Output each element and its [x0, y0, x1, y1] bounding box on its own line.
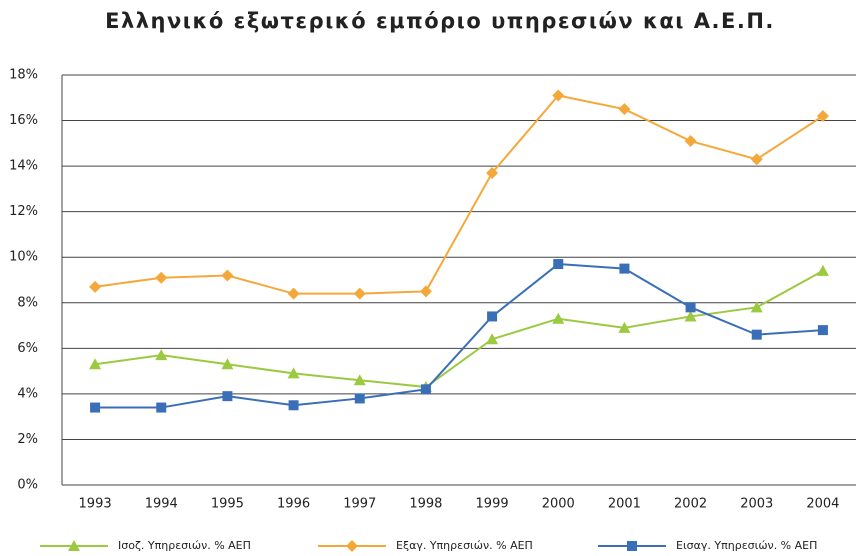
x-tick-label: 1993	[79, 497, 112, 512]
point	[684, 135, 697, 148]
point	[419, 285, 432, 298]
x-tick-label: 1996	[277, 497, 310, 512]
x-tick-label: 2001	[608, 497, 641, 512]
point	[89, 280, 102, 293]
x-tick-label: 1994	[145, 497, 178, 512]
point	[618, 321, 631, 333]
series-line	[94, 270, 824, 389]
point	[156, 402, 167, 413]
point	[221, 269, 234, 282]
y-tick-label: 2%	[17, 432, 38, 447]
x-tick-label: 1999	[476, 497, 509, 512]
point	[222, 391, 233, 402]
point	[354, 393, 365, 404]
point	[353, 374, 366, 386]
point	[553, 259, 564, 270]
point	[221, 358, 234, 370]
legend-label: Εξαγ. Υπηρεσιών. % ΑΕΠ	[396, 539, 533, 552]
x-tick-label: 1995	[211, 497, 244, 512]
point	[685, 302, 696, 313]
point	[287, 367, 300, 379]
series-line	[94, 94, 824, 295]
point	[287, 287, 300, 300]
x-tick-label: 2004	[806, 497, 839, 512]
point	[487, 311, 498, 322]
point	[486, 166, 499, 179]
point	[288, 400, 299, 411]
y-tick-label: 16%	[9, 113, 38, 128]
point	[420, 384, 431, 395]
point	[90, 402, 101, 413]
point	[68, 540, 80, 551]
legend-label: Ισοζ. Υπηρεσιών. % ΑΕΠ	[118, 539, 251, 552]
y-tick-label: 18%	[9, 68, 38, 83]
y-tick-label: 12%	[9, 204, 38, 219]
point	[816, 264, 829, 276]
point	[627, 541, 637, 551]
point	[618, 103, 631, 116]
point	[353, 287, 366, 300]
point	[89, 358, 102, 370]
chart-title: Ελληνικό εξωτερικό εμπόριο υπηρεσιών και…	[105, 9, 775, 33]
y-tick-label: 0%	[17, 478, 38, 493]
x-tick-label: 2002	[674, 497, 707, 512]
y-tick-label: 6%	[17, 341, 38, 356]
point	[750, 153, 763, 166]
point	[486, 333, 499, 345]
point	[155, 271, 168, 284]
legend-label: Εισαγ. Υπηρεσιών. % ΑΕΠ	[676, 539, 817, 552]
y-tick-label: 4%	[17, 386, 38, 401]
point	[817, 325, 828, 336]
point	[552, 312, 565, 324]
point	[346, 540, 358, 552]
point	[552, 89, 565, 102]
point	[684, 310, 697, 322]
point	[751, 329, 762, 340]
point	[155, 349, 168, 361]
x-tick-label: 2000	[542, 497, 575, 512]
y-tick-label: 14%	[9, 159, 38, 174]
x-tick-label: 2003	[740, 497, 773, 512]
y-tick-label: 10%	[9, 250, 38, 265]
series-line	[95, 263, 823, 409]
point	[750, 301, 763, 313]
point	[619, 263, 630, 274]
x-tick-label: 1998	[409, 497, 442, 512]
y-tick-label: 8%	[17, 295, 38, 310]
point	[816, 110, 829, 122]
x-tick-label: 1997	[343, 497, 376, 512]
